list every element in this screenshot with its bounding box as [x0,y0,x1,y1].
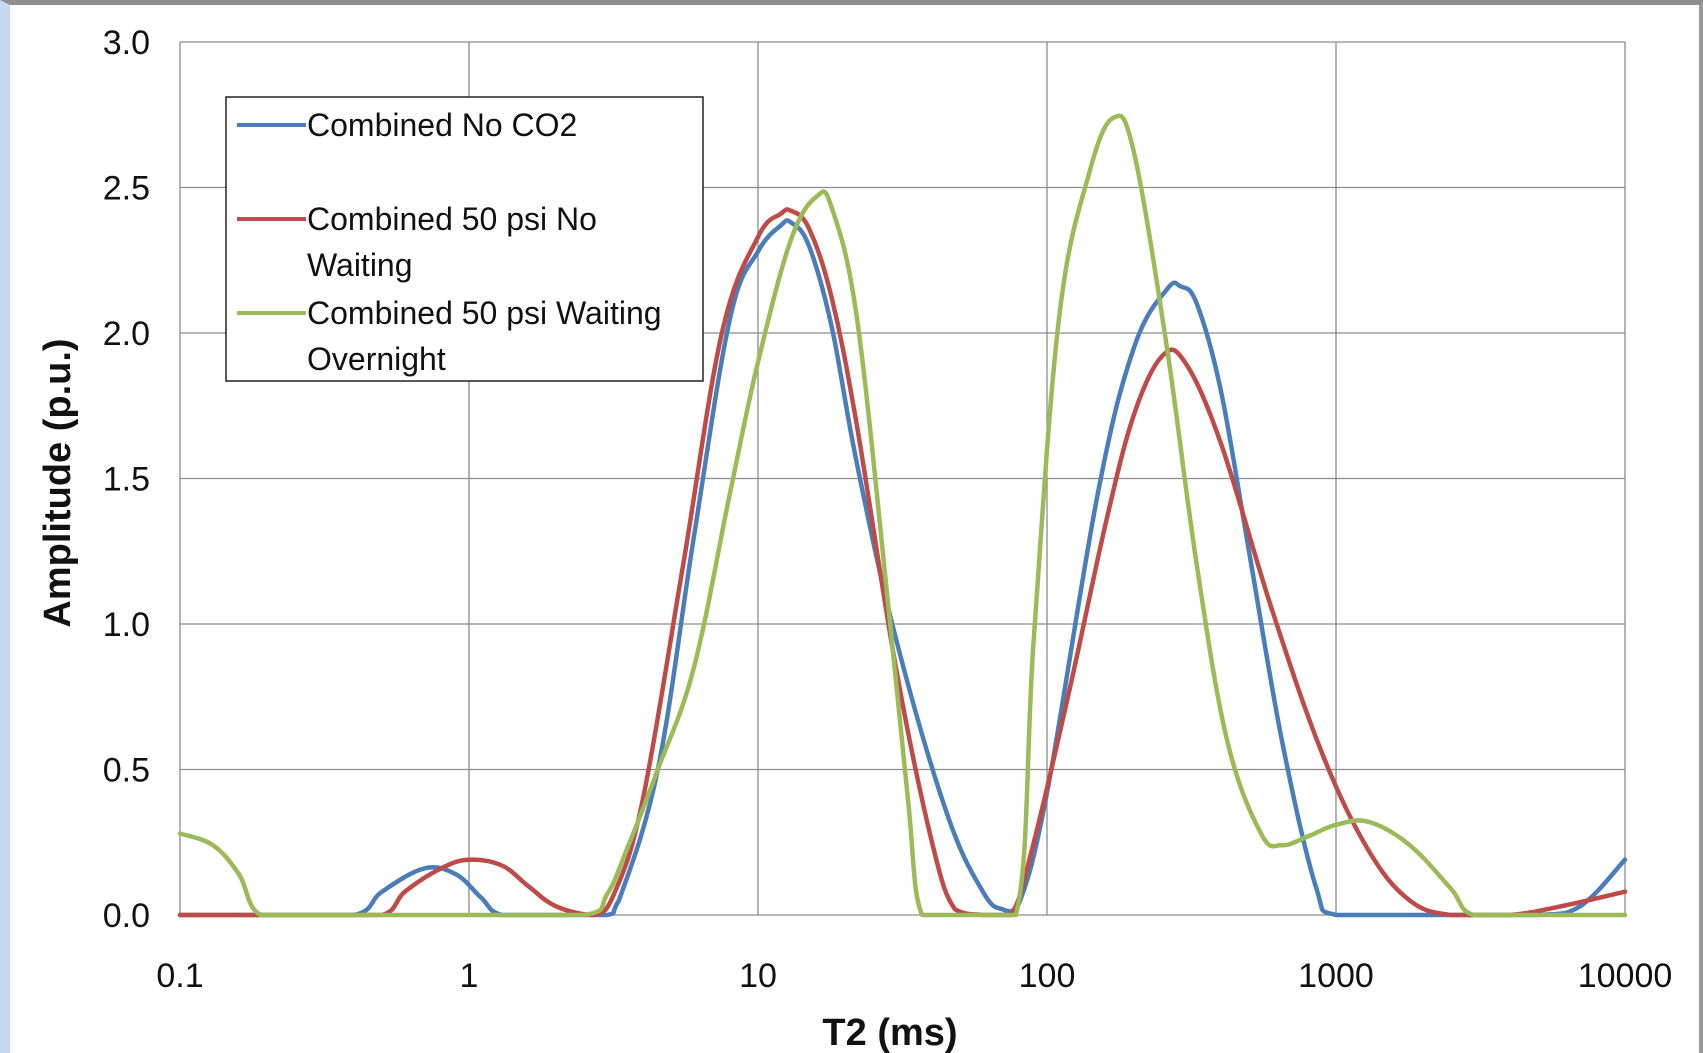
x-tick-label: 0.1 [156,957,203,995]
x-tick-label: 1 [460,957,479,995]
legend-box [225,96,704,382]
legend-label-combined-50psi-no-waiting-line1: Combined 50 psi No [307,201,597,237]
y-tick-label: 2.0 [103,315,150,353]
legend: Combined No CO2 Combined 50 psi No Waiti… [225,96,704,382]
x-tick-label: 100 [1019,957,1076,995]
series-line-combined-50-psi-waiting-overnight [177,113,1628,918]
y-tick-label: 3.0 [103,24,150,62]
y-tick-label: 1.0 [103,606,150,644]
legend-label-combined-50psi-waiting-overnight-line1: Combined 50 psi Waiting [307,295,662,331]
legend-label-combined-no-co2: Combined No CO2 [307,107,577,143]
y-tick-label: 0.0 [103,897,150,935]
series-lines [177,113,1628,918]
legend-label-combined-50psi-waiting-overnight-line2: Overnight [307,341,446,377]
y-tick-label: 1.5 [103,461,150,499]
x-tick-labels: 0.1 1 10 100 1000 10000 [156,957,1672,995]
x-tick-label: 10000 [1578,957,1673,995]
legend-label-combined-50psi-no-waiting-line2: Waiting [307,247,413,283]
y-tick-label: 2.5 [103,170,150,208]
x-tick-label: 1000 [1298,957,1374,995]
y-tick-label: 0.5 [103,752,150,790]
x-axis-title: T2 (ms) [822,1012,957,1053]
y-axis-title: Amplitude (p.u.) [37,338,79,627]
y-tick-labels: 0.0 0.5 1.0 1.5 2.0 2.5 3.0 [103,24,150,935]
line-chart: 0.0 0.5 1.0 1.5 2.0 2.5 3.0 0.1 1 10 100 1000 10000… [10,5,1699,1053]
x-tick-label: 10 [739,957,777,995]
